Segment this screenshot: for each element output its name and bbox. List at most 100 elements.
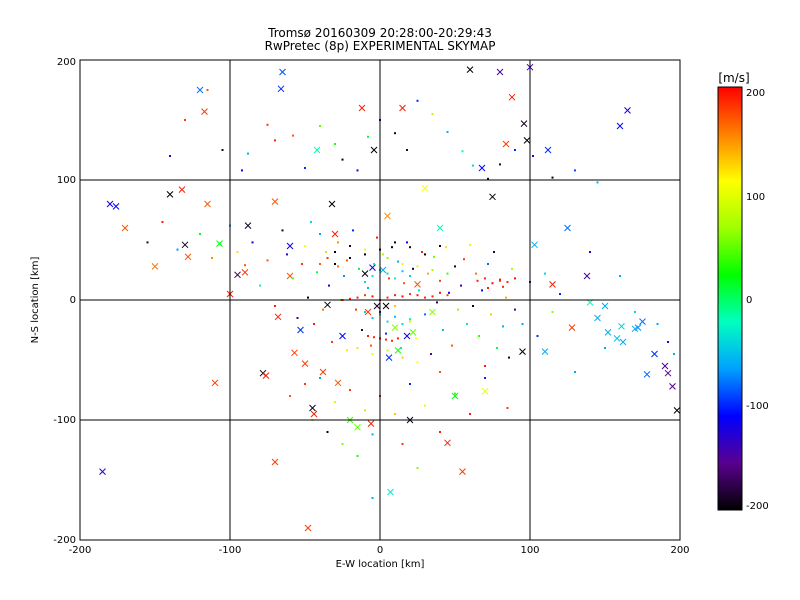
- data-point-x-marker: [429, 308, 436, 316]
- data-point-x-marker: [277, 85, 285, 93]
- data-point-dot: [451, 344, 453, 347]
- data-point-dot: [337, 265, 339, 268]
- data-point-dot: [326, 431, 329, 433]
- data-point-x-marker: [369, 264, 376, 271]
- colorbar-tick-label: 100: [746, 192, 765, 203]
- data-point-dot: [376, 236, 378, 239]
- data-point-dot: [409, 275, 411, 277]
- data-point-x-marker: [370, 146, 378, 154]
- data-point-x-marker: [409, 329, 417, 336]
- data-point-dot: [559, 293, 561, 295]
- data-point-dot: [161, 221, 164, 223]
- data-point-x-marker: [379, 266, 387, 274]
- colorbar-tick-label: -200: [746, 501, 769, 512]
- data-point-dot: [364, 253, 366, 256]
- data-point-x-marker: [234, 271, 241, 279]
- data-point-dot: [370, 344, 372, 347]
- data-point-x-marker: [651, 350, 658, 358]
- data-point-dot: [446, 272, 449, 275]
- data-point-dot: [386, 349, 389, 352]
- y-axis-label: N-S location [km]: [30, 257, 41, 344]
- data-point-dot: [322, 308, 324, 311]
- data-point-dot: [346, 349, 348, 352]
- data-point-x-marker: [481, 387, 489, 395]
- data-point-dot: [401, 356, 404, 359]
- data-point-dot: [596, 181, 599, 184]
- data-point-dot: [313, 323, 315, 325]
- data-point-dot: [319, 377, 321, 379]
- data-point-dot: [364, 311, 366, 313]
- data-point-dot: [463, 258, 465, 261]
- data-point-dot: [574, 371, 576, 373]
- data-point-x-marker: [594, 314, 601, 322]
- x-tick-label: 100: [520, 545, 539, 556]
- data-point-dot: [436, 301, 438, 304]
- colorbar-tick-label: 0: [746, 295, 752, 306]
- data-point-dot: [454, 265, 456, 268]
- data-point-dot: [364, 281, 366, 283]
- x-tick-label: -100: [219, 545, 242, 556]
- data-point-dot: [439, 245, 441, 247]
- data-point-dot: [499, 278, 501, 281]
- data-point-x-marker: [181, 241, 189, 249]
- data-point-x-marker: [451, 392, 459, 400]
- data-point-dot: [424, 296, 426, 299]
- y-tick-label: -200: [53, 535, 76, 546]
- data-point-x-marker: [382, 302, 390, 310]
- data-point-x-marker: [669, 383, 676, 390]
- data-point-dot: [532, 155, 534, 157]
- data-point-dot: [448, 291, 450, 294]
- data-point-dot: [403, 282, 405, 285]
- data-point-dot: [356, 347, 359, 349]
- data-point-x-marker: [399, 104, 406, 112]
- data-point-x-marker: [414, 281, 421, 288]
- data-point-dot: [421, 251, 423, 253]
- data-point-dot: [334, 263, 336, 265]
- data-point-dot: [274, 305, 276, 307]
- data-point-dot: [382, 253, 384, 256]
- data-point-dot: [409, 246, 411, 249]
- data-point-x-marker: [106, 200, 114, 208]
- data-point-dot: [424, 404, 426, 407]
- data-point-dot: [502, 285, 504, 288]
- data-point-dot: [502, 325, 504, 328]
- data-point-dot: [460, 284, 462, 287]
- data-point-dot: [536, 335, 539, 337]
- data-point-x-marker: [373, 302, 381, 310]
- data-point-x-marker: [319, 368, 327, 376]
- data-point-dot: [505, 296, 507, 299]
- data-point-x-marker: [421, 185, 429, 192]
- colorbar-ticks: 200 100 0 -100 -200: [746, 88, 769, 512]
- data-point-dot: [416, 265, 419, 268]
- data-point-dot: [371, 353, 374, 355]
- data-point-dot: [493, 251, 495, 253]
- data-point-x-marker: [358, 104, 366, 112]
- data-point-dot: [472, 305, 474, 307]
- data-point-x-marker: [643, 371, 651, 378]
- data-point-x-marker: [634, 324, 642, 331]
- data-point-x-marker: [112, 203, 120, 210]
- data-point-dot: [367, 135, 369, 138]
- colorbar-tick-label: 200: [746, 88, 765, 99]
- data-point-dot: [442, 329, 444, 331]
- data-point-dot: [424, 253, 426, 256]
- data-point-x-marker: [364, 308, 372, 316]
- data-point-dot: [491, 282, 494, 285]
- data-point-dot: [334, 251, 336, 253]
- data-point-dot: [484, 277, 486, 280]
- y-tick-label: -100: [53, 415, 76, 426]
- data-point-dot: [673, 353, 675, 355]
- data-point-dot: [401, 323, 404, 325]
- data-point-dot: [499, 279, 501, 282]
- x-axis-ticks: -200 -100 0 100 200: [69, 545, 690, 556]
- data-point-x-marker: [151, 263, 159, 270]
- data-points: [99, 63, 681, 532]
- data-point-x-marker: [184, 253, 192, 261]
- data-point-x-marker: [613, 335, 621, 342]
- data-point-x-marker: [244, 222, 252, 229]
- data-point-dot: [304, 383, 306, 385]
- y-tick-label: 200: [57, 57, 76, 68]
- data-point-x-marker: [601, 302, 609, 310]
- data-point-x-marker: [304, 524, 312, 532]
